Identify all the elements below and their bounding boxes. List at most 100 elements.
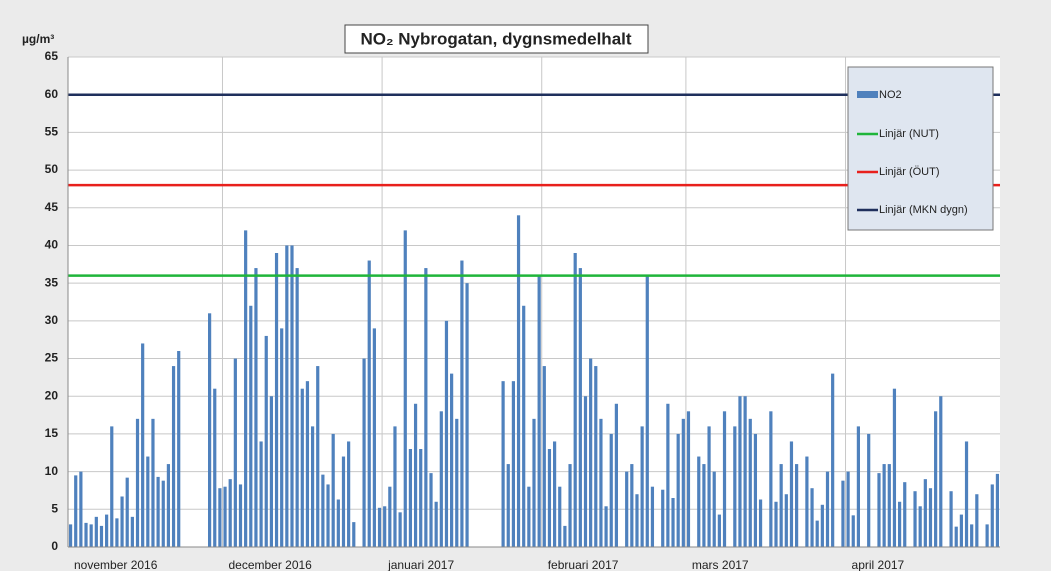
bar bbox=[841, 480, 845, 547]
bar bbox=[408, 449, 413, 547]
y-axis-label: µg/m³ bbox=[22, 32, 54, 46]
bar bbox=[666, 403, 670, 547]
bar bbox=[362, 358, 366, 547]
bar bbox=[795, 464, 799, 547]
y-tick-label: 25 bbox=[45, 351, 59, 365]
y-tick-label: 5 bbox=[51, 501, 58, 515]
bar bbox=[954, 526, 958, 547]
bar bbox=[743, 396, 747, 547]
bar bbox=[583, 396, 588, 547]
bar bbox=[238, 484, 243, 547]
bar bbox=[444, 320, 449, 547]
y-tick-label: 65 bbox=[45, 49, 59, 63]
reference-lines bbox=[68, 93, 1000, 277]
bar bbox=[367, 260, 371, 547]
bar bbox=[135, 418, 140, 547]
bar bbox=[156, 476, 160, 547]
legend-label: Linjär (NUT) bbox=[879, 128, 939, 140]
bar bbox=[733, 426, 737, 547]
x-tick-label: april 2017 bbox=[852, 558, 905, 571]
bar bbox=[609, 433, 613, 547]
bar bbox=[939, 396, 943, 547]
title-box bbox=[344, 24, 649, 54]
bar bbox=[542, 366, 546, 547]
bar bbox=[635, 494, 639, 547]
bar bbox=[650, 486, 655, 547]
bar bbox=[614, 403, 618, 547]
bar bbox=[676, 433, 680, 547]
y-tick-label: 20 bbox=[45, 388, 59, 402]
bar bbox=[707, 426, 711, 547]
legend-label: NO2 bbox=[879, 89, 902, 101]
bar bbox=[810, 488, 814, 547]
bar bbox=[341, 456, 346, 547]
bar bbox=[68, 524, 73, 547]
bar bbox=[661, 489, 665, 547]
bar bbox=[573, 253, 577, 547]
y-tick-label: 60 bbox=[45, 87, 59, 101]
bar bbox=[552, 441, 557, 547]
bar bbox=[568, 464, 572, 547]
bar bbox=[738, 396, 742, 547]
bar bbox=[434, 501, 438, 547]
y-tick-label: 35 bbox=[45, 275, 59, 289]
y-tick-label: 55 bbox=[45, 125, 59, 139]
bar bbox=[233, 358, 237, 547]
bar bbox=[393, 426, 397, 547]
bar bbox=[599, 418, 603, 547]
bar bbox=[897, 501, 902, 547]
bar bbox=[429, 473, 433, 547]
bar bbox=[285, 245, 289, 547]
bar bbox=[120, 496, 124, 547]
bar bbox=[352, 522, 356, 547]
bar bbox=[789, 441, 794, 547]
bar bbox=[377, 507, 382, 547]
y-tick-label: 50 bbox=[45, 162, 59, 176]
bar bbox=[125, 477, 129, 547]
bar bbox=[99, 525, 104, 547]
bar bbox=[815, 520, 819, 547]
bar bbox=[105, 514, 109, 547]
bar bbox=[856, 426, 860, 547]
bar bbox=[825, 471, 830, 547]
legend-items: NO2 Linjär (NUT) Linjär (ÖUT) Linjär (MKN d… bbox=[857, 89, 968, 216]
bar bbox=[213, 388, 217, 547]
bar bbox=[882, 464, 886, 547]
bar bbox=[892, 388, 897, 547]
y-tick-label: 10 bbox=[45, 464, 59, 478]
x-tick-label: februari 2017 bbox=[548, 558, 619, 571]
bar bbox=[604, 506, 608, 547]
bar bbox=[913, 491, 917, 547]
bar bbox=[141, 343, 145, 547]
bar bbox=[975, 494, 979, 547]
bar bbox=[985, 524, 989, 547]
bar bbox=[589, 358, 593, 547]
bar bbox=[269, 396, 273, 547]
x-tick-label: januari 2017 bbox=[387, 558, 454, 571]
bar bbox=[522, 305, 526, 547]
bar bbox=[717, 514, 721, 547]
bar bbox=[171, 366, 176, 547]
bar bbox=[177, 351, 181, 547]
bar bbox=[130, 516, 134, 547]
bar bbox=[686, 411, 691, 547]
bar bbox=[439, 411, 443, 547]
bar bbox=[249, 305, 253, 547]
bar bbox=[115, 518, 119, 547]
bar bbox=[218, 488, 222, 547]
bar bbox=[887, 464, 891, 547]
bar bbox=[264, 335, 268, 547]
bar bbox=[712, 471, 716, 547]
bar bbox=[964, 441, 969, 547]
bar bbox=[563, 525, 567, 547]
bar bbox=[753, 433, 758, 547]
bar bbox=[671, 498, 675, 547]
bar bbox=[630, 464, 634, 547]
bar bbox=[74, 475, 78, 547]
bar bbox=[805, 456, 809, 547]
bar bbox=[326, 484, 330, 547]
bar bbox=[506, 464, 510, 547]
bar bbox=[681, 418, 685, 547]
bar bbox=[959, 514, 963, 547]
bar bbox=[934, 411, 938, 547]
